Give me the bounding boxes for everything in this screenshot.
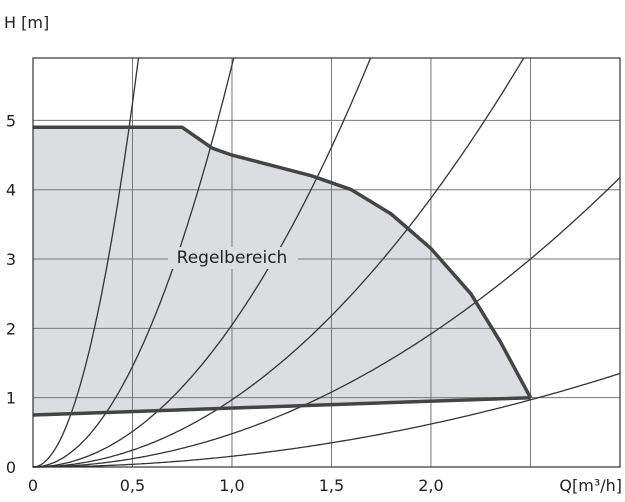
system-curve <box>33 57 525 468</box>
x-tick-label: 1,0 <box>219 476 244 495</box>
y-tick-label: 2 <box>6 319 16 338</box>
system-curve <box>32 57 235 468</box>
x-axis-label: Q[m³/h] <box>559 476 622 495</box>
y-tick-label: 0 <box>6 458 16 477</box>
y-tick-label: 1 <box>6 389 16 408</box>
x-tick-label: 0,5 <box>120 476 145 495</box>
system-curve <box>33 176 621 468</box>
y-tick-label: 5 <box>6 111 16 130</box>
y-axis-label: H [m] <box>4 13 49 32</box>
x-tick-label: 1,5 <box>319 476 344 495</box>
tick-labels: 0 1 2 3 4 5 0 0,5 1,0 1,5 2,0 <box>6 111 444 495</box>
y-tick-label: 4 <box>6 181 16 200</box>
regelbereich-region-group <box>33 127 531 416</box>
x-tick-label: 0 <box>28 476 38 495</box>
min-speed-curve <box>32 395 531 417</box>
system-curve <box>33 372 621 468</box>
region-boundary-group <box>32 125 533 417</box>
region-label: Regelbereich <box>177 248 288 268</box>
y-tick-label: 3 <box>6 250 16 269</box>
gridlines <box>33 58 620 467</box>
regelbereich-fill <box>33 127 531 416</box>
region-label-background <box>168 247 298 269</box>
system-curve <box>32 57 140 468</box>
max-speed-curve <box>33 125 533 399</box>
region-label-mask <box>168 247 298 269</box>
plot-frame <box>32 57 621 468</box>
x-tick-label: 2,0 <box>418 476 443 495</box>
